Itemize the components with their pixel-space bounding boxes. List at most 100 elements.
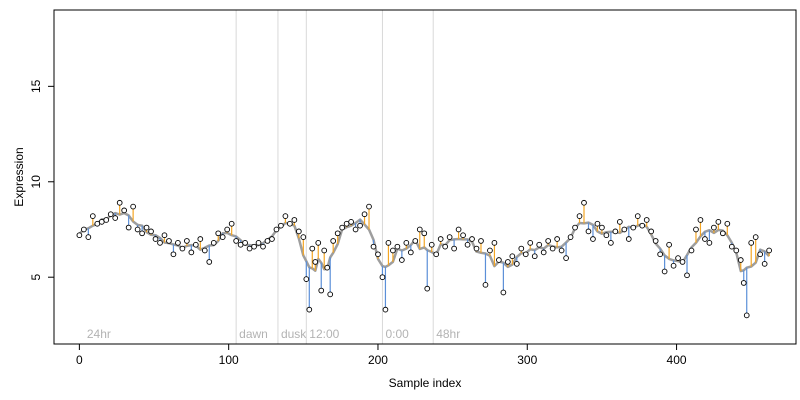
marker-annotation: dusk	[281, 327, 307, 341]
data-point	[437, 236, 444, 242]
data-point	[625, 236, 632, 242]
data-point	[260, 243, 266, 250]
data-point	[684, 272, 690, 279]
data-point	[666, 241, 672, 248]
data-point	[287, 220, 293, 227]
data-point	[361, 211, 368, 218]
data-point	[321, 247, 328, 254]
data-points	[76, 199, 772, 319]
data-point	[403, 239, 410, 246]
data-point	[334, 230, 341, 237]
data-point	[679, 259, 686, 265]
data-point	[496, 257, 502, 263]
data-point	[306, 306, 313, 313]
data-point	[536, 241, 543, 248]
data-point	[233, 238, 239, 244]
data-point	[757, 251, 764, 258]
data-point	[581, 199, 587, 206]
data-point	[282, 213, 289, 219]
vertical-marker-lines	[235, 10, 434, 344]
data-point	[318, 287, 325, 294]
data-point	[327, 291, 334, 298]
data-point	[188, 249, 195, 256]
data-point	[157, 239, 163, 246]
data-point	[152, 236, 159, 242]
data-point	[382, 306, 389, 313]
data-point	[766, 247, 772, 254]
data-point	[648, 228, 655, 235]
data-point	[563, 255, 569, 261]
marker-annotation: 0:00	[385, 327, 409, 341]
data-point	[451, 245, 457, 252]
marker-annotation: dawn	[239, 327, 268, 341]
data-point	[585, 228, 592, 235]
data-point	[433, 251, 440, 258]
data-point	[85, 234, 92, 240]
data-point	[255, 239, 262, 246]
data-point	[752, 234, 759, 240]
data-point	[549, 245, 556, 252]
data-point	[572, 224, 578, 231]
data-point	[728, 243, 735, 250]
data-point	[251, 243, 257, 250]
data-point	[421, 230, 428, 237]
x-axis: 0 100 200 300 400	[76, 343, 687, 367]
x-axis-label: Sample index	[389, 376, 462, 390]
data-point	[161, 232, 168, 239]
data-point	[385, 239, 392, 246]
data-point	[482, 281, 489, 288]
data-point	[242, 239, 248, 246]
data-point	[545, 238, 552, 244]
data-point	[464, 241, 471, 248]
data-point	[184, 238, 190, 244]
data-point	[743, 312, 750, 319]
data-point	[724, 220, 731, 227]
data-point	[116, 199, 123, 206]
data-point	[590, 236, 596, 242]
data-point	[291, 217, 298, 223]
data-point	[76, 232, 83, 239]
data-point	[594, 220, 601, 227]
data-point	[675, 255, 681, 261]
data-point	[121, 207, 128, 214]
fit-line	[78, 211, 771, 273]
data-point	[330, 238, 337, 244]
data-point	[715, 219, 722, 225]
data-point	[407, 249, 414, 256]
data-point	[175, 239, 181, 246]
data-point	[348, 219, 354, 225]
data-point	[107, 211, 114, 218]
data-point	[309, 245, 316, 252]
data-point	[224, 226, 231, 233]
data-point	[192, 241, 199, 248]
data-point	[446, 234, 453, 240]
data-point	[473, 245, 480, 252]
residual-segments	[78, 202, 770, 316]
data-point	[693, 226, 699, 233]
data-point	[558, 247, 565, 254]
data-point	[89, 213, 96, 219]
data-point	[478, 238, 484, 244]
data-point	[295, 228, 302, 235]
data-point	[130, 203, 136, 210]
data-point	[143, 224, 150, 231]
data-point	[412, 238, 419, 244]
data-point	[599, 224, 605, 231]
data-point	[215, 230, 222, 237]
fit-line-layer	[78, 211, 771, 273]
x-tick-label: 300	[517, 353, 537, 367]
y-tick-label: 5	[29, 274, 43, 281]
data-point	[567, 234, 574, 240]
y-tick-label: 15	[29, 79, 43, 93]
data-point	[612, 228, 619, 235]
data-point	[103, 217, 110, 223]
data-point	[670, 262, 677, 269]
data-point	[125, 224, 132, 231]
data-point	[513, 260, 520, 267]
data-point	[219, 234, 226, 240]
data-point	[273, 226, 280, 233]
data-point	[603, 232, 610, 239]
data-point	[300, 234, 307, 240]
data-point	[390, 247, 396, 254]
